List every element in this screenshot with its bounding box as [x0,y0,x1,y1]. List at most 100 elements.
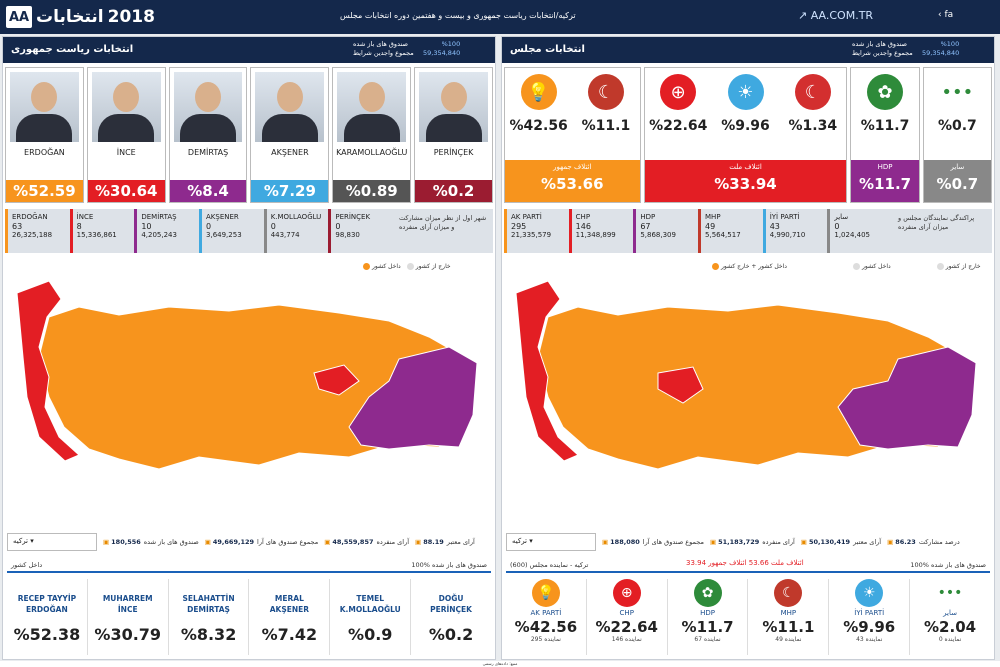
candidate-card[interactable]: AKŞENER %7.29 [250,67,330,203]
legend-all[interactable]: داخل کشور + خارج کشور [712,263,787,270]
party-percent: %9.96 [721,118,770,134]
final-percent: %52.38 [13,625,81,644]
candidate-card[interactable]: İNCE %30.64 [86,67,166,203]
parliament-map[interactable] [508,277,988,477]
final-cell: ☾ MHP %11.1 نماینده 49 [747,579,828,655]
ballot-icon: ▣ [415,538,422,546]
logo[interactable]: AA انتخابات 2018 [6,4,155,30]
tally-count: 63 [12,222,23,231]
summary-left: داخل کشور [11,561,43,569]
radio-selected-icon [712,263,719,270]
saadet-crescent-icon: ☾ [794,74,831,110]
ballot-icon: ▣ [800,538,807,546]
final-seats: نماینده 295 [530,636,561,643]
ellipsis-icon: ••• [939,74,976,110]
tally-cell: AKŞENER 0 3,649,253 [199,209,264,253]
candidate-photo [255,72,325,142]
legend-domestic[interactable]: داخل کشور [852,263,891,270]
map-legend: داخل کشور + خارج کشور داخل کشور خارج از … [712,263,981,270]
candidate-card[interactable]: ERDOĞAN %52.59 [5,67,84,203]
chp-arrows-icon: ⊕ [612,579,641,607]
final-cell: 💡 AK PARTİ %42.56 نماینده 295 [506,579,586,655]
tally-name: AK PARTİ [511,213,542,221]
stat-label: آرای معتبر [853,538,882,546]
alliance-name: ائتلاف ملت [729,163,762,171]
nation-alliance-card[interactable]: ⊕ %22.64 ☀ %9.96 ☾ %1.34 ائتلاف ملت %33.94 [643,67,848,203]
other-total: سایر %0.7 [923,160,991,202]
candidate-photo [91,72,161,142]
akparti-bulb-icon: 💡 [520,74,557,110]
tally-name: İNCE [76,213,94,221]
parliament-meta-labels: صندوق های باز شده مجموع واجدین شرایط [852,40,913,58]
tally-votes: 26,325,188 [12,231,53,239]
meta-value: %100 [940,40,960,48]
candidate-card[interactable]: PERİNÇEK %0.2 [414,67,493,203]
region-select[interactable]: ترکیه ▾ [7,533,97,551]
alliance-percent: %33.94 [714,175,777,193]
alliance-total: ائتلاف جمهور %53.66 [505,160,640,202]
parliament-title: انتخابات مجلس [510,44,585,55]
candidate-percent: %7.29 [251,180,329,202]
radio-icon [936,263,944,270]
other-card[interactable]: ••• %0.7 سایر %0.7 [922,67,992,203]
final-seats: نماینده 49 [775,636,802,643]
stat: ▣ 49,669,129 مجموع صندوق های آرا [205,538,318,546]
region-hdp[interactable] [837,346,977,450]
final-percent: %7.42 [261,625,318,644]
legend-abroad[interactable]: خارج از کشور [936,263,981,270]
tally-count: 0 [270,222,276,231]
language-switch[interactable]: ‹ fa [938,10,954,20]
final-party-name: MHP [780,609,797,617]
legend-domestic[interactable]: داخل کشور [363,263,401,270]
candidate-photo [419,72,488,142]
final-percent: %8.32 [180,625,237,644]
candidate-card[interactable]: DEMİRTAŞ %8.4 [168,67,248,203]
ballot-icon: ▣ [709,538,717,546]
parliament-tally: AK PARTİ 295 21,335,579 CHP 146 11,348,899 H… [504,209,992,253]
meta-value: %100 [441,40,461,48]
candidate-name: AKŞENER [271,148,309,157]
region-chp[interactable] [657,366,704,404]
site-link[interactable]: ↗ AA.COM.TR [798,9,874,22]
meta-value: 59,354,840 [922,49,960,57]
footer-note: منبع: داده‌های رسمی [0,661,1000,667]
presidential-map[interactable] [9,277,489,477]
tally-votes: 11,348,899 [575,231,616,239]
legend-abroad[interactable]: خارج از کشور [406,263,451,270]
tally-count: 49 [705,222,716,231]
ellipsis-icon: ••• [936,579,965,607]
final-name: RECEP TAYYİP ERDOĞAN [17,594,77,614]
region-ince[interactable] [16,280,80,462]
stat-value: 88.19 [423,538,444,546]
region-select[interactable]: ترکیه ▾ [506,533,596,551]
candidate-card[interactable]: KARAMOLLAOĞLU %0.89 [332,67,412,203]
final-percent: %9.96 [843,618,896,636]
final-percent: %2.04 [924,618,977,636]
people-alliance-card[interactable]: 💡 %42.56 ☾ %11.1 ائتلاف جمهور %53.66 [504,67,641,203]
legend-abroad-label: خارج از کشور [415,263,451,270]
stat: ▣ 48,559,857 آرای منفرده [324,538,409,546]
legend-abroad-label: خارج از کشور [945,263,981,270]
region-chp[interactable] [515,280,579,462]
summary-right: صندوق های باز شده %100 [910,561,986,569]
meta-label: صندوق های باز شده [852,40,907,48]
final-party-name: سایر [943,609,957,617]
stat-label: آرای معتبر [446,538,475,546]
parliament-panel: انتخابات مجلس صندوق های باز شده مجموع وا… [501,36,995,660]
ballot-icon: ▣ [324,538,331,546]
region-demirtas[interactable] [348,346,478,450]
region-ince[interactable] [313,364,360,396]
tally-name: DEMİRTAŞ [141,213,177,221]
hdp-card[interactable]: ✿ %11.7 HDP %11.7 [850,67,920,203]
final-party-name: İYİ PARTİ [854,609,885,617]
candidate-cards: ERDOĞAN %52.59 İNCE %30.64 DEMİRTAŞ %8.4 AK… [5,67,493,203]
parliament-header: انتخابات مجلس صندوق های باز شده مجموع وا… [502,37,994,63]
stat-label: مجموع صندوق های آرا [642,538,704,546]
tally-count: 0 [834,222,840,231]
aa-logo-icon: AA [6,6,32,28]
tally-name: CHP [575,213,591,221]
logo-text: انتخابات [36,7,104,27]
headline: ترکیه/انتخابات ریاست جمهوری و بیست و هفت… [340,11,576,20]
alliance-total: ائتلاف ملت %33.94 [644,160,847,202]
tally-votes: 15,336,861 [76,231,117,239]
